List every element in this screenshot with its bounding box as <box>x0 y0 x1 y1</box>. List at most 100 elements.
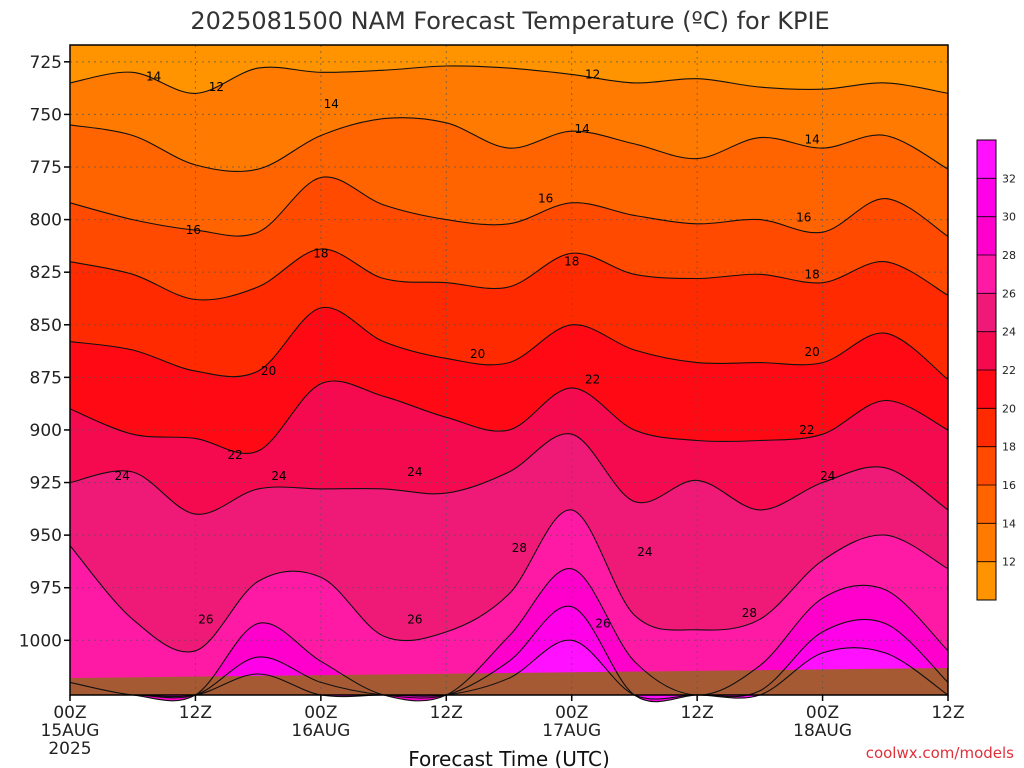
contour-label-16: 16 <box>538 192 553 206</box>
contour-line-24 <box>69 433 949 515</box>
contour-line-14 <box>69 117 949 172</box>
contour-label-14: 14 <box>324 97 339 111</box>
x-tick-date-label: 18AUG <box>793 721 852 741</box>
contour-line-26 <box>69 509 949 653</box>
x-tick-date-label: 15AUG <box>41 721 100 741</box>
contour-line-16 <box>69 176 949 237</box>
y-tick-label: 1000 <box>19 631 62 651</box>
legend-swatch <box>977 446 996 486</box>
legend-label: 18 <box>1002 441 1016 454</box>
legend-label: 32 <box>1002 172 1016 185</box>
contour-line-30 <box>70 605 949 703</box>
contour-line-20 <box>69 306 949 380</box>
legend-swatch <box>977 485 996 524</box>
axes-layer: 725 750 775 800 825 850 875 900 925 950 975 1000 00Z… <box>19 44 965 759</box>
y-tick-label: 900 <box>30 421 62 441</box>
y-tick-label: 875 <box>30 368 62 388</box>
y-tick-label: 825 <box>30 263 62 283</box>
contour-label-22: 22 <box>799 423 814 437</box>
legend-swatch <box>977 178 996 218</box>
legend-label: 16 <box>1002 479 1016 492</box>
grid-layer <box>70 45 948 695</box>
terrain-layer <box>70 668 948 695</box>
y-tick-label: 850 <box>30 316 62 336</box>
chart-title: 2025081500 NAM Forecast Temperature (ºC)… <box>190 7 829 35</box>
legend-label: 24 <box>1002 326 1016 339</box>
contour-label-26: 26 <box>407 612 422 626</box>
contour-label-18: 18 <box>313 246 328 260</box>
legend-swatch <box>977 331 996 371</box>
contour-label-22: 22 <box>228 448 243 462</box>
contour-label-layer: 12 12 14 14 14 14 16 16 16 18 18 18 20 20 20 22 22 22 24 24… <box>115 67 836 630</box>
contour-label-26: 26 <box>595 616 610 630</box>
y-tick-label: 975 <box>30 579 62 599</box>
contour-line-22 <box>69 380 949 454</box>
y-tick-label: 925 <box>30 474 62 494</box>
contour-label-14: 14 <box>804 133 819 147</box>
legend-label: 28 <box>1002 249 1016 262</box>
x-tick-label: 12Z <box>430 703 463 723</box>
x-tick-label: 12Z <box>179 703 212 723</box>
legend-swatch <box>977 216 996 256</box>
legend-label: 26 <box>1002 287 1016 300</box>
contour-label-18: 18 <box>564 255 579 269</box>
contour-label-14: 14 <box>146 70 161 84</box>
x-tick-label: 12Z <box>931 703 964 723</box>
terrain-strip <box>70 668 948 695</box>
x-tick-label: 00Z <box>304 703 337 723</box>
contour-label-28: 28 <box>512 541 527 555</box>
contour-label-14: 14 <box>575 122 590 136</box>
legend-swatch <box>977 140 996 179</box>
x-tick-date-label: 16AUG <box>291 721 350 741</box>
y-tick-label: 950 <box>30 526 62 546</box>
contour-label-26: 26 <box>198 612 213 626</box>
legend-swatch <box>977 408 996 448</box>
plot-frame <box>69 44 949 696</box>
legend-swatch <box>977 523 996 563</box>
legend-label: 12 <box>1002 556 1016 569</box>
contour-label-16: 16 <box>186 223 201 237</box>
x-tick-label: 00Z <box>53 703 86 723</box>
temperature-fill-layer <box>70 45 948 702</box>
contour-label-12: 12 <box>585 67 600 81</box>
x-axis-title: Forecast Time (UTC) <box>408 747 610 768</box>
contour-label-24: 24 <box>820 469 835 483</box>
contour-line-layer <box>69 65 949 703</box>
contour-label-20: 20 <box>470 347 485 361</box>
legend-label: 20 <box>1002 402 1016 415</box>
legend-swatch <box>977 293 996 333</box>
legend-swatch <box>977 255 996 294</box>
contour-label-20: 20 <box>804 345 819 359</box>
contour-line-32 <box>70 639 949 700</box>
y-tick-label: 775 <box>30 158 62 178</box>
contour-line-18 <box>69 248 949 301</box>
x-tick-date-label: 17AUG <box>542 721 601 741</box>
legend-swatch <box>977 561 996 601</box>
color-legend: 12 14 16 18 20 22 24 26 28 30 32 <box>976 139 1016 601</box>
x-tick-label: 00Z <box>555 703 588 723</box>
contour-label-28: 28 <box>742 606 757 620</box>
y-tick-label: 725 <box>30 53 62 73</box>
x-tick-label: 12Z <box>681 703 714 723</box>
contour-label-24: 24 <box>637 545 652 559</box>
x-tick-year-label: 2025 <box>48 739 91 759</box>
contour-label-20: 20 <box>261 364 276 378</box>
contour-line-28 <box>69 568 949 702</box>
contour-label-18: 18 <box>804 267 819 281</box>
legend-swatch <box>977 370 996 409</box>
contour-label-24: 24 <box>271 469 286 483</box>
contour-line-12 <box>69 65 949 94</box>
contour-label-16: 16 <box>796 210 811 224</box>
x-tick-label: 00Z <box>806 703 839 723</box>
contour-label-24: 24 <box>407 465 422 479</box>
contour-label-22: 22 <box>585 372 600 386</box>
legend-label: 22 <box>1002 364 1016 377</box>
contour-label-24: 24 <box>115 469 130 483</box>
site-credit: coolwx.com/models <box>866 744 1014 762</box>
legend-label: 30 <box>1002 211 1016 224</box>
legend-label: 14 <box>1002 517 1016 530</box>
y-tick-label: 750 <box>30 105 62 125</box>
contour-label-12: 12 <box>209 80 224 94</box>
y-tick-label: 800 <box>30 211 62 231</box>
